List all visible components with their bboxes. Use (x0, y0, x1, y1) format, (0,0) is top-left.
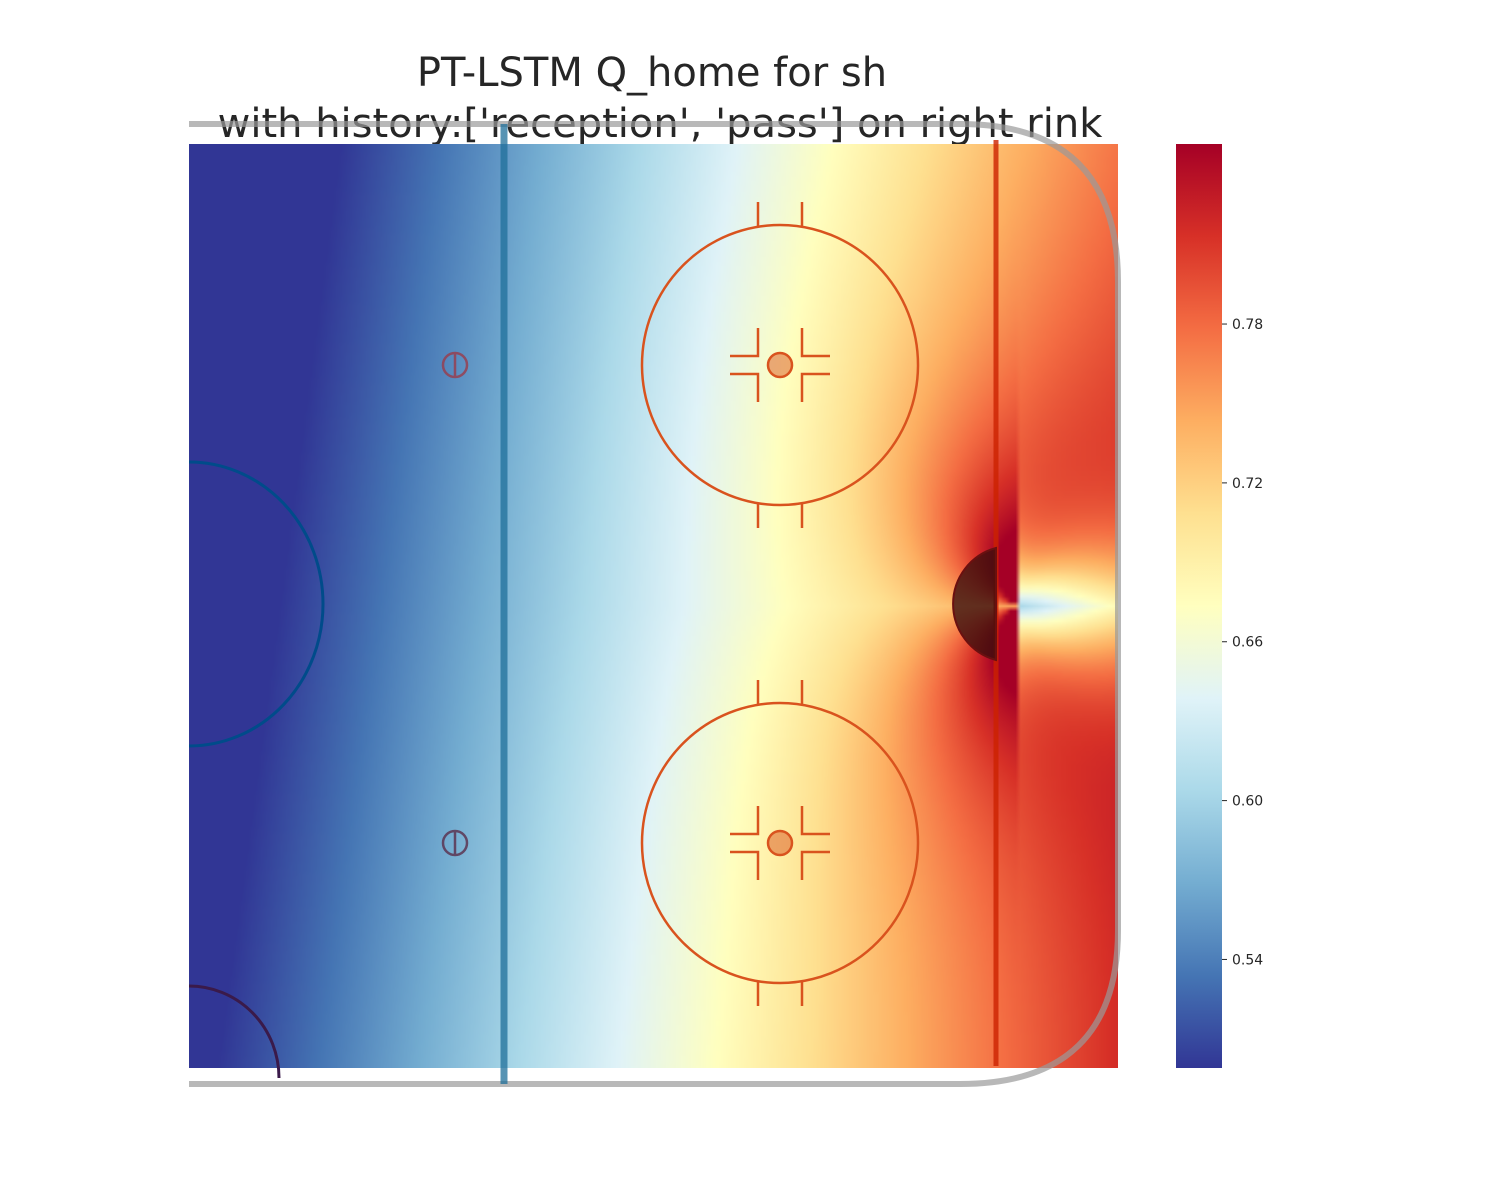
goal-crease (952, 546, 997, 662)
colorbar-tick-label: 0.54 (1232, 952, 1263, 968)
colorbar-tick-label: 0.66 (1232, 635, 1263, 651)
colorbar-ticks: 0.54 0.60 0.66 0.72 0.78 (1222, 317, 1263, 968)
colorbar-tick-label: 0.78 (1232, 317, 1263, 333)
neutral-dot-bottom (441, 829, 469, 857)
colorbar-tick-label: 0.60 (1232, 794, 1263, 810)
center-circle (188, 460, 325, 748)
rink-boards (189, 121, 1121, 1087)
hockey-rink-overlay (188, 121, 1121, 1087)
neutral-dot-top (441, 351, 469, 379)
chart-title: PT-LSTM Q_home for sh (417, 50, 887, 96)
colorbar (1176, 144, 1222, 1068)
center-faceoff-arc (188, 984, 281, 1079)
faceoff-circle-bottom (640, 680, 920, 1006)
faceoff-circle-top (640, 202, 920, 528)
colorbar-tick-label: 0.72 (1232, 476, 1263, 492)
